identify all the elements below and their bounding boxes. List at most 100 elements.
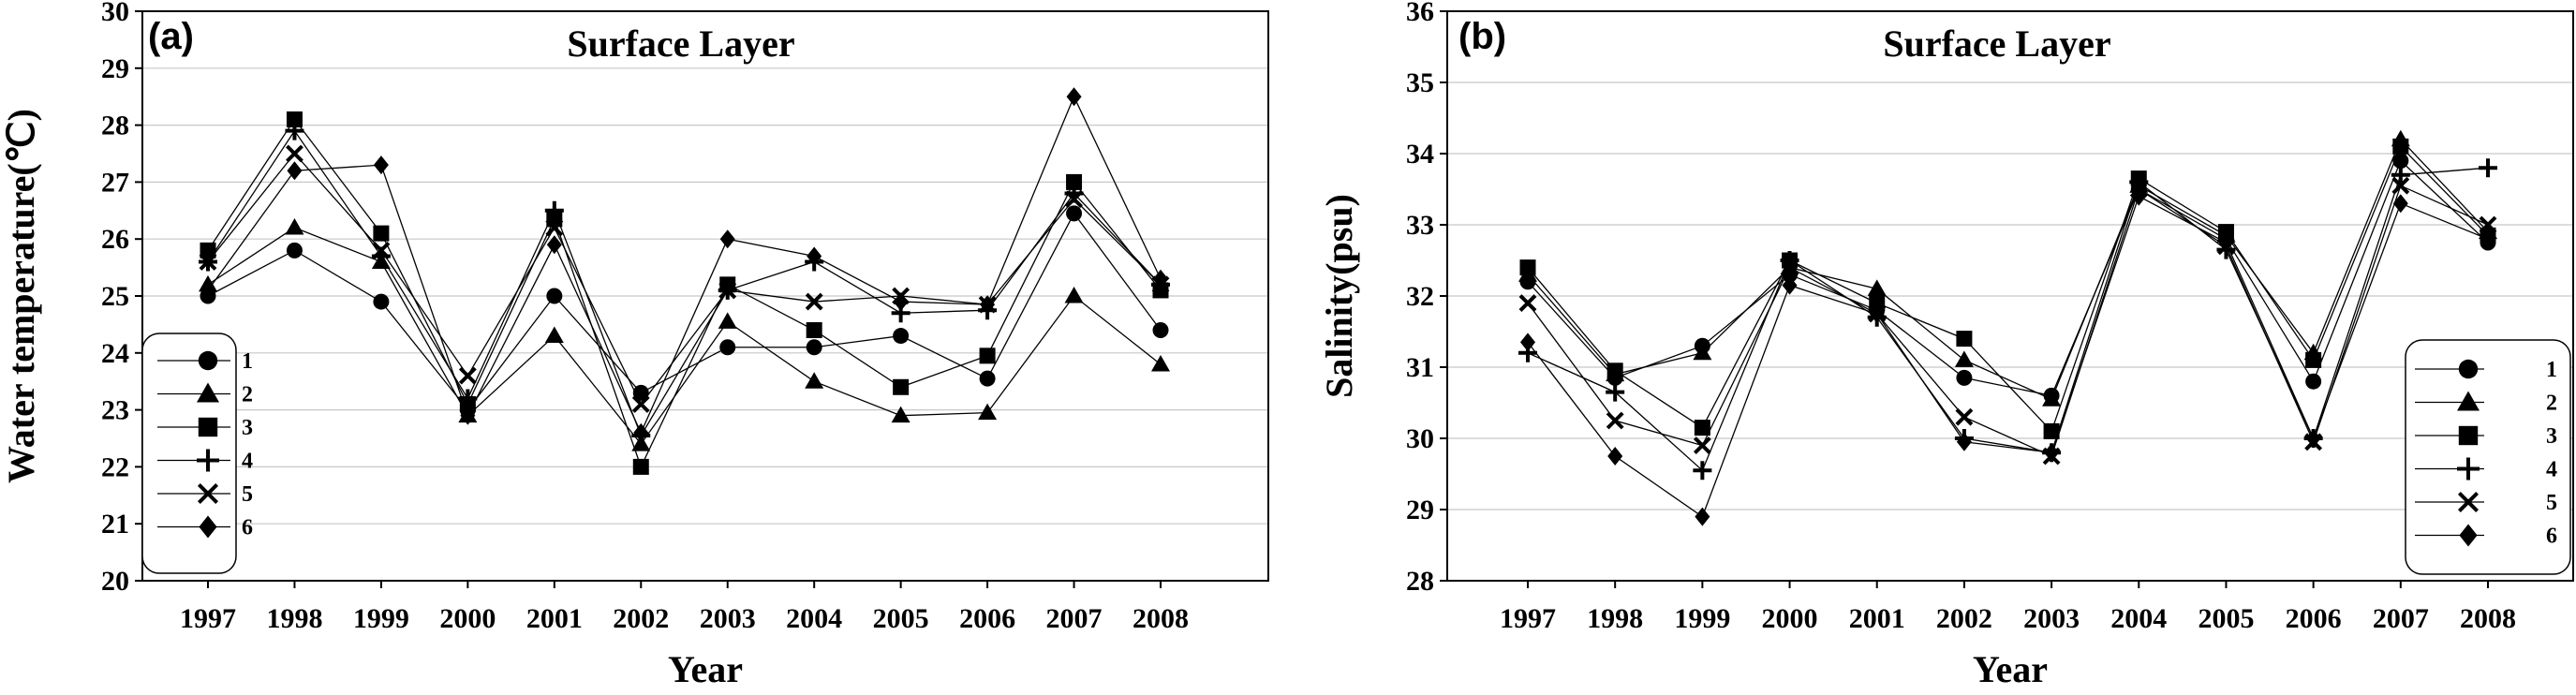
y-tick-label: 31 [1406, 352, 1434, 383]
y-tick-label: 27 [101, 167, 129, 198]
data-point-diamond [1066, 87, 1082, 107]
series-group-a [199, 87, 1170, 475]
series-line-4 [207, 129, 1162, 437]
data-point-diamond [2218, 233, 2234, 252]
data-point-x [545, 218, 564, 237]
series-line-2 [207, 227, 1162, 446]
x-tick-label: 1997 [1500, 603, 1556, 634]
data-point-x [805, 292, 823, 311]
y-tick-label: 24 [101, 338, 129, 369]
data-point-square [1066, 173, 1083, 190]
data-point-diamond [2305, 429, 2321, 448]
data-point-diamond [546, 235, 562, 255]
series-line-3 [207, 118, 1162, 469]
legend-box-a [141, 333, 237, 574]
data-point-diamond [807, 246, 822, 266]
gridlines-b [1447, 81, 2573, 510]
data-point-square [286, 111, 303, 128]
data-point-x [631, 395, 650, 413]
data-point-x [1693, 436, 1711, 455]
y-tick-label: 20 [101, 566, 129, 597]
data-point-x [2479, 215, 2497, 234]
data-point-square [2305, 351, 2322, 368]
y-axis-title-b: Salinity(psu) [1318, 194, 1360, 398]
legend-marker-square [2458, 425, 2479, 446]
data-point-circle [806, 339, 822, 356]
data-point-triangle [2042, 390, 2062, 407]
x-tick-label: 2008 [1133, 603, 1189, 634]
x-tick-label: 2001 [1849, 603, 1905, 634]
data-point-diamond [633, 422, 649, 442]
data-point-diamond [980, 295, 996, 315]
legend-label: 4 [242, 450, 253, 474]
data-point-square [979, 348, 996, 364]
x-tick-label: 2002 [1936, 603, 1992, 634]
series-line-3 [1527, 145, 2489, 433]
series-line-5 [207, 152, 1162, 406]
x-tick-label: 2004 [2110, 603, 2167, 634]
x-tick-label: 2000 [1762, 603, 1818, 634]
legend-label: 2 [2546, 392, 2557, 416]
legend-marker-diamond [2459, 524, 2478, 547]
panel-label-a: (a) [148, 16, 194, 57]
legend-label: 3 [2546, 424, 2557, 449]
x-tick-label: 2000 [439, 603, 496, 634]
chart-title-a: Surface Layer [567, 22, 794, 65]
legend-marker-plus [2457, 457, 2480, 481]
x-ticks-b: 1997 1998 1999 2000 2001 2002 2003 2004 2005 2006… [1500, 581, 2516, 634]
data-point-x [458, 366, 477, 385]
data-point-triangle [1867, 279, 1887, 296]
legend-label: 6 [242, 516, 253, 540]
data-point-plus [1693, 461, 1712, 481]
data-point-diamond [893, 292, 909, 312]
y-tick-label: 30 [101, 0, 129, 27]
data-point-x [286, 144, 303, 163]
legend-label: 3 [242, 416, 253, 440]
data-point-circle [2305, 373, 2322, 390]
y-axis-title-a: Water temperature(℃) [0, 109, 42, 483]
y-tick-label: 34 [1406, 139, 1434, 170]
series-6 [200, 87, 1168, 442]
x-tick-label: 1999 [1674, 603, 1730, 634]
y-tick-label: 32 [1406, 281, 1434, 312]
data-point-x [2391, 176, 2410, 195]
x-tick-label: 2002 [613, 603, 669, 634]
x-tick-label: 1999 [353, 603, 409, 634]
x-axis-title-a: Year [668, 648, 743, 690]
data-point-square [1869, 295, 1886, 312]
legend-marker-x [197, 482, 219, 505]
y-tick-label: 25 [101, 281, 129, 312]
y-tick-label: 29 [101, 53, 129, 84]
series-6 [1520, 186, 2495, 526]
data-point-triangle [891, 406, 910, 423]
data-point-circle [1066, 205, 1083, 222]
x-tick-label: 2005 [873, 603, 929, 634]
series-3 [200, 111, 1169, 475]
legend-marker-diamond [199, 515, 217, 539]
legend-marker-triangle [197, 382, 219, 403]
data-point-diamond [1153, 269, 1168, 288]
legend-label: 1 [242, 349, 253, 374]
data-point-circle [719, 339, 736, 356]
data-point-x [199, 253, 217, 271]
x-ticks-a: 1997 1998 1999 2000 2001 2002 2003 2004 2005 2006… [180, 581, 1189, 634]
data-point-triangle [285, 218, 304, 235]
data-point-square [632, 458, 649, 475]
x-tick-label: 2006 [959, 603, 1015, 634]
data-point-diamond [2480, 229, 2495, 249]
series-line-6 [207, 95, 1162, 435]
y-ticks-a: 20 21 22 23 24 25 26 27 28 29 30 [101, 0, 142, 597]
data-point-circle [373, 293, 390, 310]
data-point-diamond [2392, 194, 2408, 214]
data-point-diamond [1956, 432, 1972, 451]
data-point-plus [2479, 158, 2497, 178]
data-point-x [1781, 259, 1799, 277]
legend-marker-circle [198, 350, 218, 371]
y-tick-label: 21 [101, 509, 129, 540]
y-tick-label: 30 [1406, 423, 1434, 454]
y-tick-label: 28 [1406, 566, 1434, 597]
legend-marker-plus [197, 449, 219, 472]
y-tick-label: 36 [1406, 0, 1434, 27]
data-point-diamond [2044, 443, 2060, 463]
